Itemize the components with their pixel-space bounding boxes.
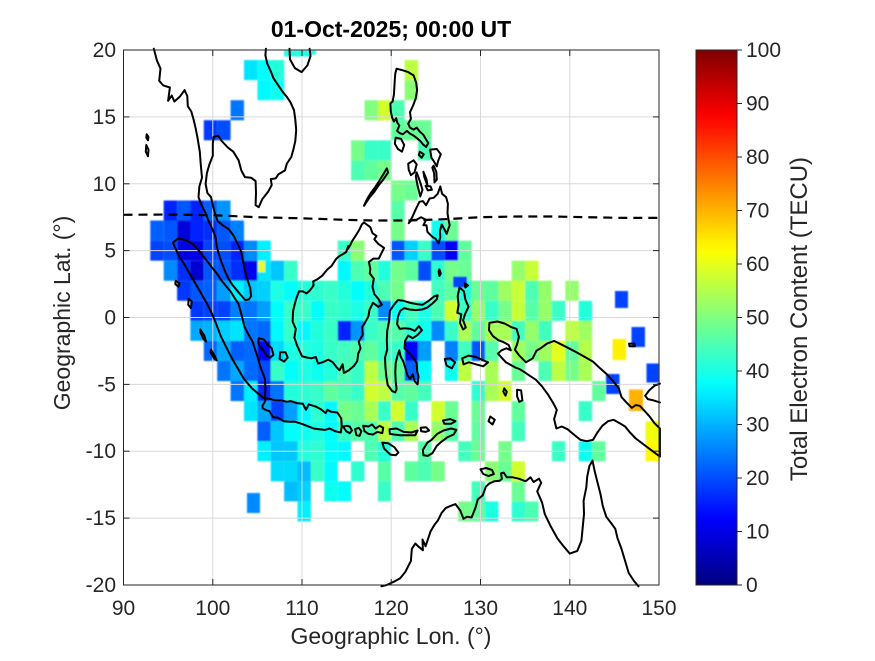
svg-text:40: 40 <box>746 360 769 383</box>
svg-text:20: 20 <box>746 467 769 490</box>
svg-text:Geographic Lat. (°): Geographic Lat. (°) <box>49 216 75 411</box>
svg-text:30: 30 <box>746 414 769 437</box>
svg-text:0: 0 <box>746 574 758 597</box>
svg-text:10: 10 <box>93 173 116 196</box>
svg-text:150: 150 <box>641 597 676 620</box>
svg-text:20: 20 <box>93 39 116 62</box>
svg-text:60: 60 <box>746 253 769 276</box>
svg-text:90: 90 <box>112 597 135 620</box>
svg-text:01-Oct-2025; 00:00 UT: 01-Oct-2025; 00:00 UT <box>271 16 511 42</box>
svg-text:110: 110 <box>285 597 318 620</box>
svg-text:5: 5 <box>104 240 116 263</box>
svg-text:10: 10 <box>746 521 769 544</box>
svg-text:15: 15 <box>93 106 116 129</box>
svg-text:-15: -15 <box>86 507 116 530</box>
svg-text:-20: -20 <box>86 574 116 597</box>
svg-text:90: 90 <box>746 93 769 116</box>
svg-text:140: 140 <box>552 597 587 620</box>
svg-text:100: 100 <box>746 39 781 62</box>
svg-text:0: 0 <box>104 307 116 330</box>
svg-text:Total Electron Content (TECU): Total Electron Content (TECU) <box>786 157 813 481</box>
svg-text:50: 50 <box>746 307 769 330</box>
svg-text:70: 70 <box>746 200 769 223</box>
svg-text:-5: -5 <box>97 373 116 396</box>
svg-text:130: 130 <box>463 597 498 620</box>
svg-text:80: 80 <box>746 146 769 169</box>
svg-text:100: 100 <box>195 597 230 620</box>
svg-text:Geographic Lon. (°): Geographic Lon. (°) <box>291 623 492 649</box>
svg-text:-10: -10 <box>86 440 116 463</box>
svg-text:120: 120 <box>374 597 409 620</box>
